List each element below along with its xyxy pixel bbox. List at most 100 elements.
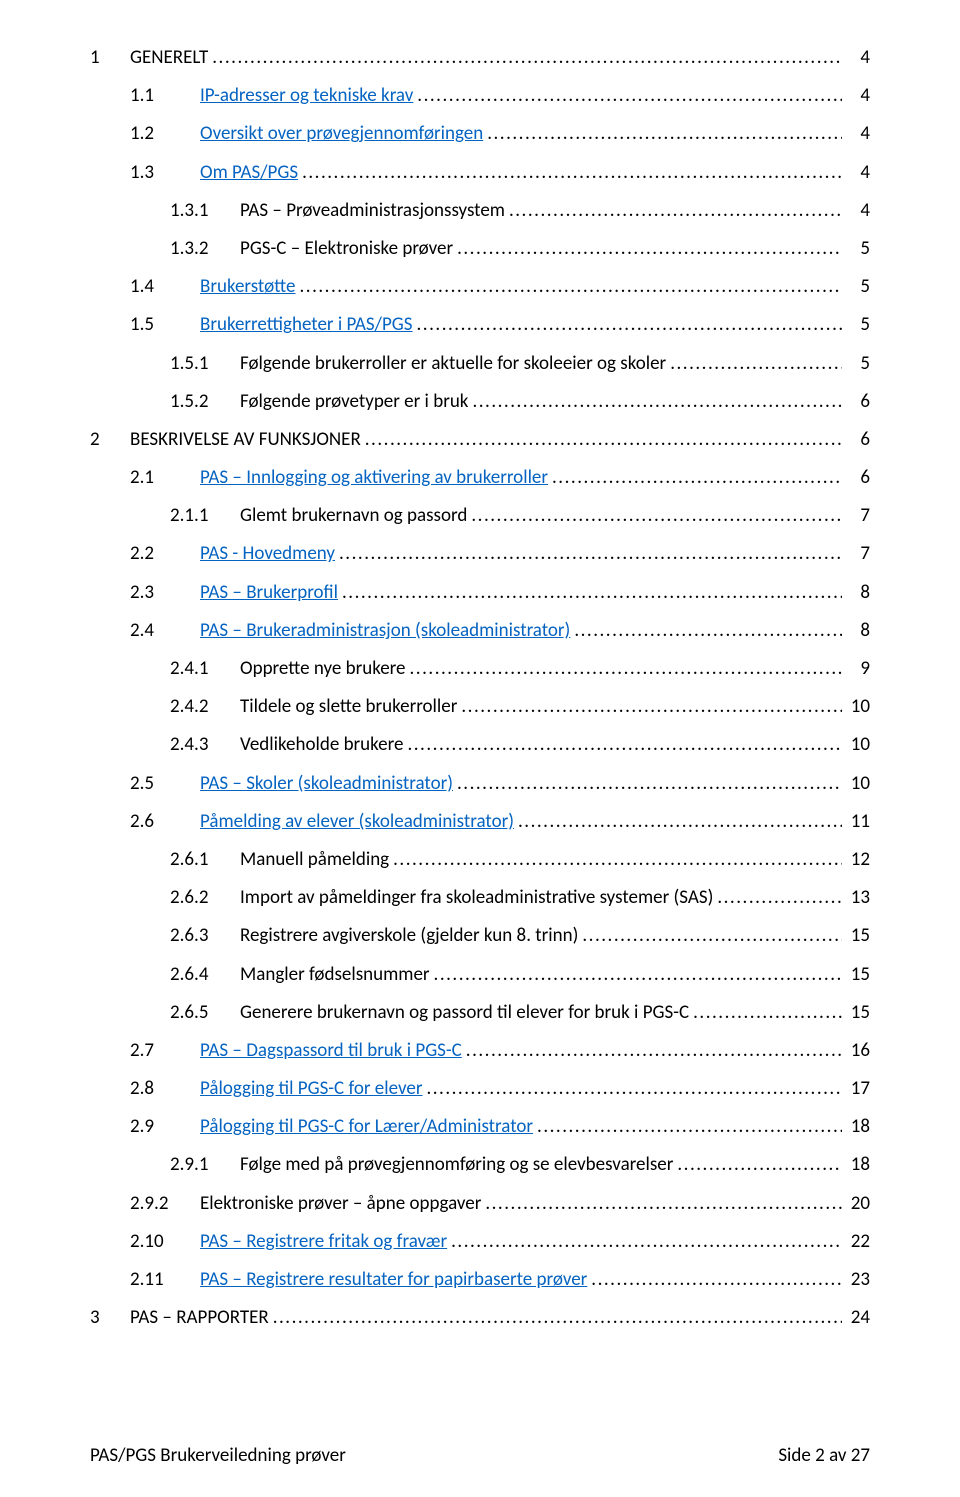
toc-page: 15 xyxy=(842,1003,870,1022)
toc-title[interactable]: Påmelding av elever (skoleadministrator) xyxy=(200,812,518,831)
toc-link[interactable]: PAS – Brukerprofil xyxy=(200,581,338,604)
toc-leader-dots xyxy=(537,1117,842,1136)
toc-page: 5 xyxy=(842,277,870,296)
toc-number: 2.3 xyxy=(130,583,200,602)
toc-entry[interactable]: 1.5Brukerrettigheter i PAS/PGS5 xyxy=(130,315,870,334)
toc-leader-dots xyxy=(518,812,842,831)
toc-entry: 1.3.2PGS-C – Elektroniske prøver5 xyxy=(170,239,870,258)
toc-entry[interactable]: 2.10PAS – Registrere fritak og fravær22 xyxy=(130,1232,870,1251)
toc-link[interactable]: Pålogging til PGS-C for Lærer/Administra… xyxy=(200,1115,533,1138)
toc-leader-dots xyxy=(466,1041,842,1060)
toc-link[interactable]: PAS – Dagspassord til bruk i PGS-C xyxy=(200,1039,462,1062)
toc-title[interactable]: IP-adresser og tekniske krav xyxy=(200,86,417,105)
toc-title[interactable]: PAS – Dagspassord til bruk i PGS-C xyxy=(200,1041,466,1060)
toc-number: 2.4.1 xyxy=(170,659,240,678)
toc-title: Generere brukernavn og passord til eleve… xyxy=(240,1003,693,1022)
toc-title[interactable]: PAS – Registrere fritak og fravær xyxy=(200,1232,451,1251)
toc-leader-dots xyxy=(677,1155,842,1174)
toc-entry[interactable]: 2.11PAS – Registrere resultater for papi… xyxy=(130,1270,870,1289)
toc-title[interactable]: PAS - Hovedmeny xyxy=(200,544,339,563)
toc-leader-dots xyxy=(417,315,842,334)
toc-leader-dots xyxy=(407,735,842,754)
toc-link[interactable]: PAS – Registrere resultater for papirbas… xyxy=(200,1268,587,1291)
toc-entry: 3PAS – RAPPORTER24 xyxy=(90,1308,870,1327)
toc-leader-dots xyxy=(471,506,842,525)
toc-link[interactable]: Oversikt over prøvegjennomføringen xyxy=(200,122,483,145)
toc-title[interactable]: PAS – Brukerprofil xyxy=(200,583,342,602)
toc-title[interactable]: Pålogging til PGS-C for elever xyxy=(200,1079,426,1098)
toc-entry[interactable]: 1.4Brukerstøtte 5 xyxy=(130,277,870,296)
toc-page: 6 xyxy=(842,392,870,411)
toc-title[interactable]: PAS – Registrere resultater for papirbas… xyxy=(200,1270,591,1289)
toc-leader-dots xyxy=(302,163,842,182)
toc-link[interactable]: PAS - Hovedmeny xyxy=(200,542,335,565)
toc-number: 1 xyxy=(90,48,130,67)
toc-number: 2.6.2 xyxy=(170,888,240,907)
toc-title[interactable]: Oversikt over prøvegjennomføringen xyxy=(200,124,487,143)
toc-leader-dots xyxy=(693,1003,842,1022)
toc-link[interactable]: IP-adresser og tekniske krav xyxy=(200,84,413,107)
toc-entry[interactable]: 2.7PAS – Dagspassord til bruk i PGS-C16 xyxy=(130,1041,870,1060)
toc-link[interactable]: PAS – Brukeradministrasjon (skoleadminis… xyxy=(200,619,570,642)
toc-link[interactable]: Påmelding av elever (skoleadministrator) xyxy=(200,810,514,833)
toc-page: 4 xyxy=(842,48,870,67)
toc-link[interactable]: Pålogging til PGS-C for elever xyxy=(200,1077,422,1100)
toc-page: 6 xyxy=(842,430,870,449)
toc-leader-dots xyxy=(273,1308,842,1327)
footer-doc-title: PAS/PGS Brukerveiledning prøver xyxy=(90,1444,346,1467)
toc-number: 2.9 xyxy=(130,1117,200,1136)
toc-entry[interactable]: 2.1PAS – Innlogging og aktivering av bru… xyxy=(130,468,870,487)
toc-leader-dots xyxy=(509,201,842,220)
toc-number: 3 xyxy=(90,1308,130,1327)
toc-link[interactable]: Brukerrettigheter i PAS/PGS xyxy=(200,313,413,336)
toc-link[interactable]: PAS – Skoler (skoleadministrator) xyxy=(200,772,453,795)
toc-entry: 1.5.1Følgende brukerroller er aktuelle f… xyxy=(170,354,870,373)
toc-page: 20 xyxy=(842,1194,870,1213)
toc-title[interactable]: Brukerstøtte xyxy=(200,277,299,296)
toc-title: Tildele og slette brukerroller xyxy=(240,697,461,716)
toc-title[interactable]: PAS – Brukeradministrasjon (skoleadminis… xyxy=(200,621,574,640)
toc-title: Elektroniske prøver – åpne oppgaver xyxy=(200,1194,485,1213)
toc-page: 7 xyxy=(842,544,870,563)
toc-number: 2.1.1 xyxy=(170,506,240,525)
toc-entry[interactable]: 2.9Pålogging til PGS-C for Lærer/Adminis… xyxy=(130,1117,870,1136)
toc-page: 13 xyxy=(842,888,870,907)
toc-entry[interactable]: 1.2Oversikt over prøvegjennomføringen4 xyxy=(130,124,870,143)
toc-title[interactable]: Om PAS/PGS xyxy=(200,163,302,182)
toc-number: 1.4 xyxy=(130,277,200,296)
toc-page: 15 xyxy=(842,965,870,984)
toc-title: Mangler fødselsnummer xyxy=(240,965,434,984)
toc-title: BESKRIVELSE AV FUNKSJONER xyxy=(130,430,365,449)
toc-title: Import av påmeldinger fra skoleadministr… xyxy=(240,888,717,907)
toc-entry[interactable]: 2.8Pålogging til PGS-C for elever17 xyxy=(130,1079,870,1098)
toc-number: 1.5.2 xyxy=(170,392,240,411)
toc-title[interactable]: Brukerrettigheter i PAS/PGS xyxy=(200,315,417,334)
toc-entry[interactable]: 2.6Påmelding av elever (skoleadministrat… xyxy=(130,812,870,831)
toc-number: 2.9.2 xyxy=(130,1194,200,1213)
toc-link[interactable]: Om PAS/PGS xyxy=(200,161,298,184)
toc-leader-dots xyxy=(417,86,842,105)
toc-leader-dots xyxy=(410,659,842,678)
toc-entry: 2.6.5Generere brukernavn og passord til … xyxy=(170,1003,870,1022)
toc-entry[interactable]: 2.3PAS – Brukerprofil 8 xyxy=(130,583,870,602)
toc-link[interactable]: Brukerstøtte xyxy=(200,275,295,298)
toc-entry[interactable]: 2.5PAS – Skoler (skoleadministrator)10 xyxy=(130,774,870,793)
toc-entry: 1GENERELT4 xyxy=(90,48,870,67)
toc-title[interactable]: PAS – Skoler (skoleadministrator) xyxy=(200,774,457,793)
toc-entry[interactable]: 2.4PAS – Brukeradministrasjon (skoleadmi… xyxy=(130,621,870,640)
toc-title: Vedlikeholde brukere xyxy=(240,735,407,754)
toc-entry: 2.6.2Import av påmeldinger fra skoleadmi… xyxy=(170,888,870,907)
toc-entry: 2.4.1Opprette nye brukere9 xyxy=(170,659,870,678)
toc-link[interactable]: PAS – Registrere fritak og fravær xyxy=(200,1230,447,1253)
page-footer: PAS/PGS Brukerveiledning prøver Side 2 a… xyxy=(90,1414,870,1467)
toc-title[interactable]: Pålogging til PGS-C for Lærer/Administra… xyxy=(200,1117,537,1136)
toc-entry[interactable]: 1.1IP-adresser og tekniske krav4 xyxy=(130,86,870,105)
toc-title: Opprette nye brukere xyxy=(240,659,410,678)
toc-link[interactable]: PAS – Innlogging og aktivering av bruker… xyxy=(200,466,548,489)
toc-number: 1.5.1 xyxy=(170,354,240,373)
toc-entry[interactable]: 1.3Om PAS/PGS4 xyxy=(130,163,870,182)
toc-entry[interactable]: 2.2PAS - Hovedmeny7 xyxy=(130,544,870,563)
toc-number: 2.1 xyxy=(130,468,200,487)
toc-page: 8 xyxy=(842,583,870,602)
toc-title[interactable]: PAS – Innlogging og aktivering av bruker… xyxy=(200,468,552,487)
